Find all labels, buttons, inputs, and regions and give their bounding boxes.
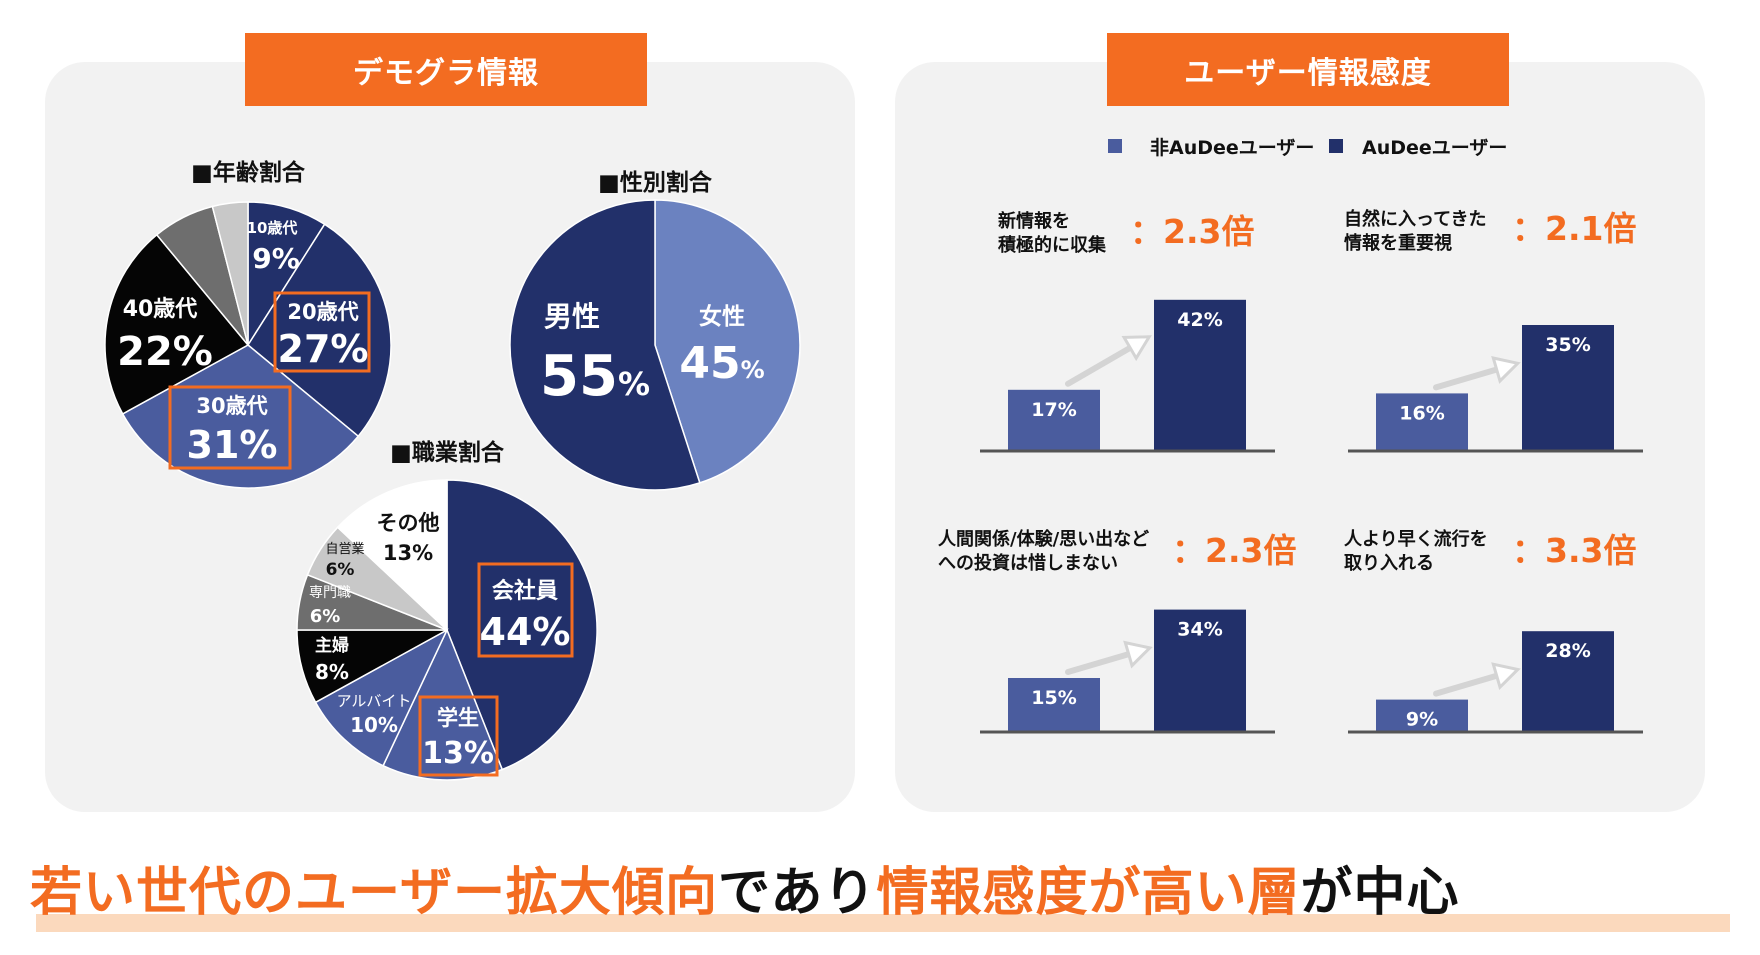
bar-panel-2-caption-line1: 自然に入ってきた [1344, 208, 1487, 230]
bar-panel-3-ratio: ：2.3倍 [1172, 531, 1296, 570]
headline-part-4: が中心 [1300, 863, 1460, 923]
age-label-40: 40歳代 [123, 297, 198, 322]
age-slice-1 [247, 223, 392, 438]
occupation-label-parttime: アルバイト [337, 692, 412, 710]
occupation-value-housewife: 8% [315, 660, 349, 684]
occupation-value-selfemployed: 6% [326, 560, 355, 580]
age-value-40: 22% [117, 329, 213, 375]
gender-unit-male: % [618, 365, 650, 403]
age-label-10: 10歳代 [247, 219, 298, 237]
gender-label-female: 女性 [699, 303, 745, 330]
bar-panel-1-caption-line1: 新情報を [998, 210, 1070, 232]
bar-panel-4-value-user: 28% [1545, 640, 1590, 662]
occupation-slice-2 [314, 628, 449, 767]
bar-panel-3-value-user: 34% [1177, 619, 1222, 641]
bar-panel-4-caption-line1: 人より早く流行を [1344, 528, 1488, 550]
legend-label-user: AuDeeユーザー [1362, 137, 1507, 159]
age-slice-3 [104, 233, 250, 415]
occupation-value-other: 13% [383, 541, 433, 565]
bar-panel-3-caption-line2: への投資は惜しまない [938, 552, 1118, 574]
bar-panel-1-bar-user [1154, 299, 1246, 451]
headline-part-2: であり [717, 863, 877, 923]
bar-panel-2-bar-user [1522, 325, 1614, 451]
bar-panel-1-value-user: 42% [1177, 309, 1222, 331]
age-value-10: 9% [252, 242, 300, 275]
bar-panel-1-value-non-user: 17% [1031, 399, 1076, 421]
bar-panel-3-bar-non-user [1008, 678, 1100, 732]
age-slice-0 [247, 201, 326, 348]
headline: 若い世代のユーザー拡大傾向であり情報感度が高い層が中心 [30, 850, 1459, 925]
gender-slice-1 [509, 199, 701, 491]
occupation-label-other: その他 [377, 511, 440, 535]
occupation-label-selfemployed: 自営業 [325, 541, 364, 557]
age-highlight-30 [168, 385, 292, 470]
occupation-label-specialist: 専門職 [309, 585, 351, 601]
gender-label-male: 男性 [544, 300, 600, 333]
gender-slice-0 [654, 199, 801, 484]
age-slice-5 [211, 201, 249, 346]
bar-panel-3-caption-line1: 人間関係/体験/思い出など [938, 528, 1149, 550]
bar-panel-3-trend-arrowhead [1123, 640, 1153, 669]
occupation-label-housewife: 主婦 [315, 635, 349, 656]
occupation-label-employee: 会社員 [492, 578, 558, 604]
occupation-highlight-student [418, 695, 499, 777]
headline-underline [36, 914, 1730, 932]
occupation-value-student: 13% [422, 736, 494, 771]
bar-panel-2-value-non-user: 16% [1399, 402, 1444, 424]
legend-label-non-user: 非AuDeeユーザー [1150, 137, 1314, 159]
bar-panel-2-value-user: 35% [1545, 334, 1590, 356]
bar-panel-4-value-non-user: 9% [1406, 709, 1438, 731]
bar-panel-1-caption-line2: 積極的に収集 [997, 234, 1107, 256]
headline-part-1: 若い世代のユーザー拡大傾向 [30, 863, 718, 923]
bar-panel-1-ratio: ：2.3倍 [1130, 212, 1254, 251]
bar-panel-4-bar-non-user [1376, 699, 1468, 732]
occupation-slice-6 [336, 479, 448, 632]
demographics-tab: デモグラ情報 [245, 33, 647, 106]
age-chart-title: ■年齢割合 [191, 159, 306, 186]
bar-panel-1-bar-non-user [1008, 389, 1100, 451]
bar-panel-3-value-non-user: 15% [1031, 687, 1076, 709]
occupation-label-student: 学生 [437, 706, 479, 730]
occupation-slice-1 [382, 628, 504, 781]
bar-panel-2-caption-line2: 情報を重要視 [1344, 232, 1452, 254]
bar-panel-4-ratio: ：3.3倍 [1512, 531, 1636, 570]
legend-swatch-non-user [1108, 139, 1122, 153]
bar-panel-1-trend-arrowhead [1121, 335, 1152, 362]
bar-panel-4-trend-arrowhead [1491, 662, 1521, 691]
occupation-chart-title: ■職業割合 [390, 439, 505, 466]
bar-panel-4-caption-line2: 取り入れる [1344, 553, 1434, 574]
age-slice-2 [121, 344, 360, 489]
bar-panel-2-bar-non-user [1376, 393, 1468, 451]
headline-part-3: 情報感度が高い層 [876, 863, 1301, 923]
age-value-20: 27% [278, 327, 369, 371]
bar-panel-2-ratio: ：2.1倍 [1512, 209, 1636, 248]
sensitivity-tab: ユーザー情報感度 [1107, 33, 1509, 106]
occupation-highlight-employee [477, 562, 574, 658]
gender-chart-title: ■性別割合 [598, 169, 713, 196]
age-label-20: 20歳代 [287, 300, 358, 324]
occupation-value-employee: 44% [480, 610, 571, 654]
gender-unit-female: % [741, 356, 765, 384]
occupation-value-specialist: 6% [310, 606, 341, 627]
age-value-30: 31% [187, 423, 278, 467]
bar-panel-2-trend-arrowhead [1491, 356, 1521, 384]
age-label-30: 30歳代 [196, 394, 267, 418]
age-highlight-20 [273, 291, 371, 373]
legend-swatch-user [1329, 139, 1343, 153]
bar-panel-3-bar-user [1154, 609, 1246, 732]
bar-panel-4-bar-user [1522, 631, 1614, 732]
occupation-value-parttime: 10% [350, 713, 398, 737]
